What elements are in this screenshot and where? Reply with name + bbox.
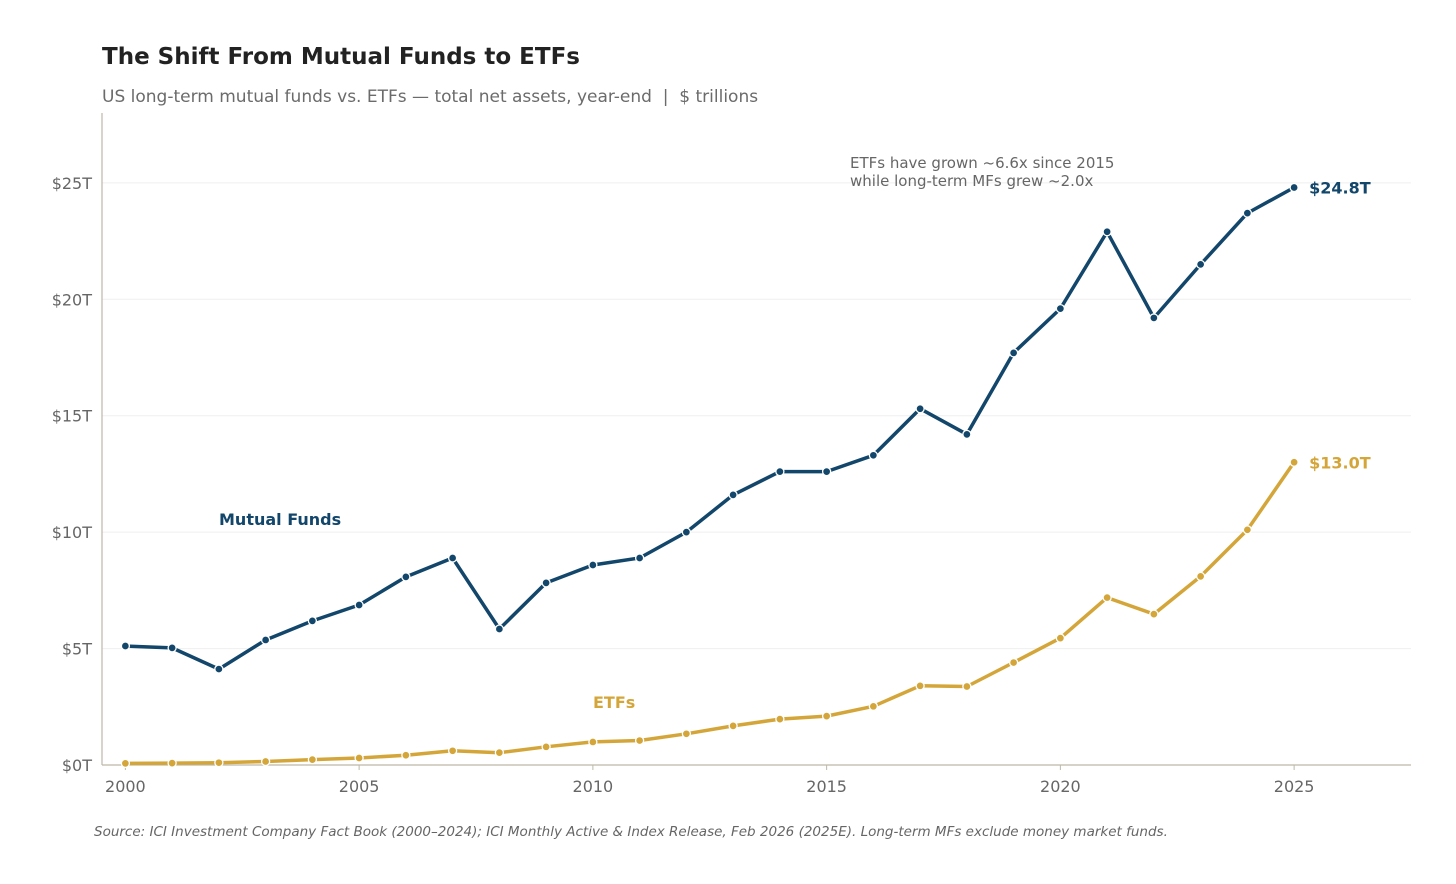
data-point bbox=[681, 729, 692, 739]
end-value-label: $24.8T bbox=[1309, 179, 1371, 198]
data-point bbox=[1289, 182, 1299, 193]
annotation-line-2: while long-term MFs grew ~2.0x bbox=[850, 172, 1093, 190]
chart-subtitle: US long-term mutual funds vs. ETFs — tot… bbox=[102, 87, 758, 107]
data-point bbox=[915, 681, 925, 691]
data-point bbox=[214, 758, 224, 768]
data-point bbox=[167, 643, 177, 653]
data-point bbox=[1149, 313, 1159, 323]
data-point bbox=[962, 429, 972, 439]
data-point bbox=[681, 527, 692, 537]
gridlines bbox=[102, 182, 1411, 650]
data-point bbox=[447, 746, 458, 756]
data-point bbox=[260, 756, 271, 767]
data-point bbox=[260, 635, 271, 645]
data-point bbox=[868, 701, 879, 711]
data-point bbox=[728, 490, 738, 500]
data-point bbox=[307, 754, 318, 765]
x-tick-label: 2015 bbox=[806, 777, 847, 796]
y-tick-label: $0T bbox=[62, 756, 92, 775]
data-point bbox=[821, 466, 832, 477]
series-line-mutual-funds bbox=[125, 185, 1295, 671]
data-point bbox=[120, 758, 131, 769]
data-point bbox=[588, 560, 598, 570]
x-tick-label: 2020 bbox=[1040, 777, 1081, 796]
data-point bbox=[1102, 592, 1112, 603]
data-point bbox=[634, 553, 645, 563]
data-point bbox=[588, 737, 598, 747]
data-point bbox=[775, 466, 785, 477]
data-point bbox=[1055, 303, 1066, 314]
x-tick-label: 2010 bbox=[573, 777, 614, 796]
x-tick-label: 2025 bbox=[1274, 777, 1315, 796]
data-point bbox=[1055, 633, 1066, 643]
data-point bbox=[775, 714, 785, 724]
series: $24.8T $13.0T bbox=[120, 179, 1371, 769]
series-line-etfs bbox=[125, 461, 1296, 766]
data-point bbox=[541, 742, 551, 752]
x-tick-label: 2005 bbox=[339, 777, 380, 796]
end-value-label: $13.0T bbox=[1309, 453, 1371, 472]
data-point bbox=[868, 450, 879, 460]
data-point bbox=[1195, 259, 1206, 270]
annotation-line-1: ETFs have grown ~6.6x since 2015 bbox=[850, 154, 1114, 172]
y-tick-label: $10T bbox=[52, 523, 93, 542]
data-point bbox=[1195, 571, 1206, 582]
data-point bbox=[1149, 609, 1159, 619]
data-point bbox=[1242, 525, 1253, 535]
ticks: $0T $5T $10T $15T $20T $25T 2000 2005 2010 2015 20… bbox=[52, 174, 1315, 796]
data-point bbox=[307, 616, 318, 626]
data-point bbox=[1008, 657, 1019, 668]
data-point bbox=[1242, 208, 1253, 218]
series-label-mutual-funds: Mutual Funds bbox=[219, 510, 341, 529]
data-point bbox=[1008, 348, 1019, 358]
data-point bbox=[728, 721, 738, 731]
y-tick-label: $15T bbox=[52, 407, 93, 426]
source-note: Source: ICI Investment Company Fact Book… bbox=[94, 824, 1168, 840]
data-point bbox=[915, 404, 925, 414]
y-tick-label: $5T bbox=[62, 640, 92, 659]
data-point bbox=[962, 681, 972, 692]
chart-title: The Shift From Mutual Funds to ETFs bbox=[102, 44, 580, 70]
data-point bbox=[120, 641, 131, 651]
data-point bbox=[494, 624, 505, 634]
data-point bbox=[401, 750, 411, 760]
data-point bbox=[494, 748, 505, 758]
data-point bbox=[821, 711, 832, 721]
data-point bbox=[541, 578, 551, 588]
y-tick-label: $25T bbox=[52, 174, 93, 193]
y-tick-label: $20T bbox=[52, 290, 93, 309]
data-point bbox=[447, 553, 458, 563]
data-point bbox=[167, 758, 177, 768]
series-label-etfs: ETFs bbox=[593, 693, 635, 712]
data-point bbox=[1102, 227, 1112, 237]
data-point bbox=[634, 735, 645, 746]
data-point bbox=[354, 600, 364, 610]
data-point bbox=[354, 753, 364, 763]
data-point bbox=[401, 572, 411, 582]
data-point bbox=[1289, 457, 1299, 467]
x-tick-label: 2000 bbox=[105, 777, 146, 796]
data-point bbox=[214, 664, 224, 674]
